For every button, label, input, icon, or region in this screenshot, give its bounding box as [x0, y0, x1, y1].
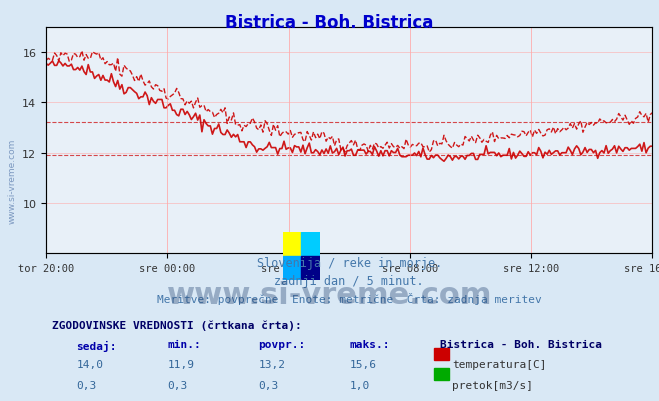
Text: www.si-vreme.com: www.si-vreme.com: [167, 281, 492, 310]
Text: zadnji dan / 5 minut.: zadnji dan / 5 minut.: [274, 274, 424, 287]
Text: 0,3: 0,3: [167, 380, 188, 389]
Text: 0,3: 0,3: [258, 380, 279, 389]
Text: 11,9: 11,9: [167, 360, 194, 370]
Text: Bistrica - Boh. Bistrica: Bistrica - Boh. Bistrica: [225, 14, 434, 32]
Text: pretok[m3/s]: pretok[m3/s]: [452, 380, 533, 389]
Text: 14,0: 14,0: [76, 360, 103, 370]
Text: sedaj:: sedaj:: [76, 340, 117, 350]
Text: min.:: min.:: [167, 340, 201, 350]
Text: Slovenija / reke in morje.: Slovenija / reke in morje.: [256, 256, 442, 269]
Text: 1,0: 1,0: [349, 380, 370, 389]
Text: 15,6: 15,6: [349, 360, 376, 370]
Text: povpr.:: povpr.:: [258, 340, 306, 350]
Text: www.si-vreme.com: www.si-vreme.com: [8, 138, 17, 223]
Bar: [434, 368, 449, 380]
Text: 13,2: 13,2: [258, 360, 285, 370]
Bar: [283, 257, 302, 281]
Bar: [283, 233, 302, 257]
Text: Bistrica - Boh. Bistrica: Bistrica - Boh. Bistrica: [440, 340, 602, 350]
Bar: [434, 348, 449, 360]
Bar: [302, 257, 320, 281]
Text: ZGODOVINSKE VREDNOSTI (črtkana črta):: ZGODOVINSKE VREDNOSTI (črtkana črta):: [52, 320, 302, 330]
Bar: [302, 233, 320, 257]
Text: Meritve: povprečne  Enote: metrične  Črta: zadnja meritev: Meritve: povprečne Enote: metrične Črta:…: [157, 292, 542, 304]
Text: maks.:: maks.:: [349, 340, 389, 350]
Text: 0,3: 0,3: [76, 380, 97, 389]
Text: temperatura[C]: temperatura[C]: [452, 360, 547, 370]
